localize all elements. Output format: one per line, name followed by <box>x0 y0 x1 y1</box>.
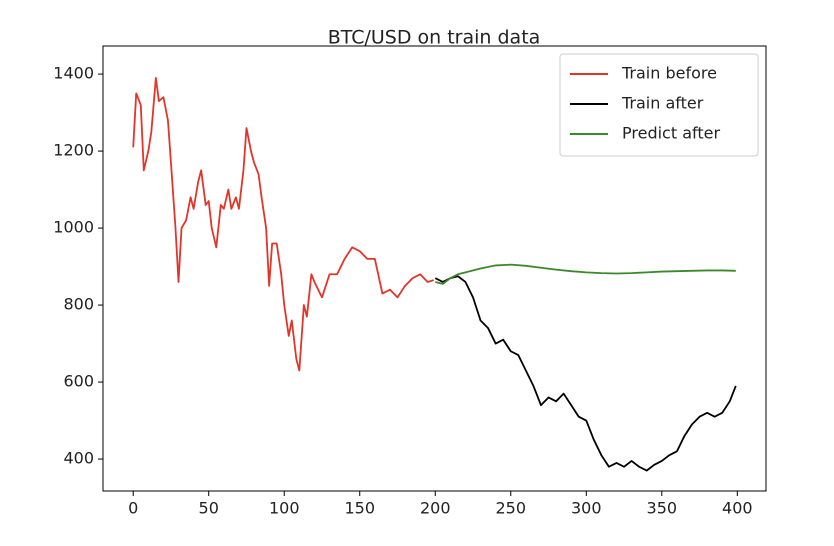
x-tick-label: 250 <box>495 499 526 518</box>
y-tick-label: 400 <box>63 449 94 468</box>
legend-label: Train before <box>621 64 717 83</box>
plot-frame <box>102 45 767 492</box>
x-tick-label: 0 <box>128 499 138 518</box>
chart-title: BTC/USD on train data <box>328 27 541 49</box>
y-tick-label: 800 <box>63 295 94 314</box>
legend-label: Predict after <box>622 124 720 143</box>
series-line <box>132 77 435 372</box>
x-tick-label: 200 <box>420 499 451 518</box>
series-line <box>435 263 736 285</box>
y-tick-label: 1000 <box>53 218 94 237</box>
x-tick-label: 100 <box>269 499 300 518</box>
y-tick-label: 600 <box>63 372 94 391</box>
legend-box <box>559 53 759 157</box>
y-tick-label: 1400 <box>53 64 94 83</box>
legend-label: Train after <box>621 94 704 113</box>
series-line <box>434 275 737 472</box>
x-tick-label: 300 <box>571 499 602 518</box>
y-tick-label: 1200 <box>53 141 94 160</box>
x-tick-label: 50 <box>199 499 219 518</box>
x-tick-label: 150 <box>344 499 375 518</box>
x-tick-label: 400 <box>722 499 753 518</box>
x-tick-label: 350 <box>647 499 678 518</box>
